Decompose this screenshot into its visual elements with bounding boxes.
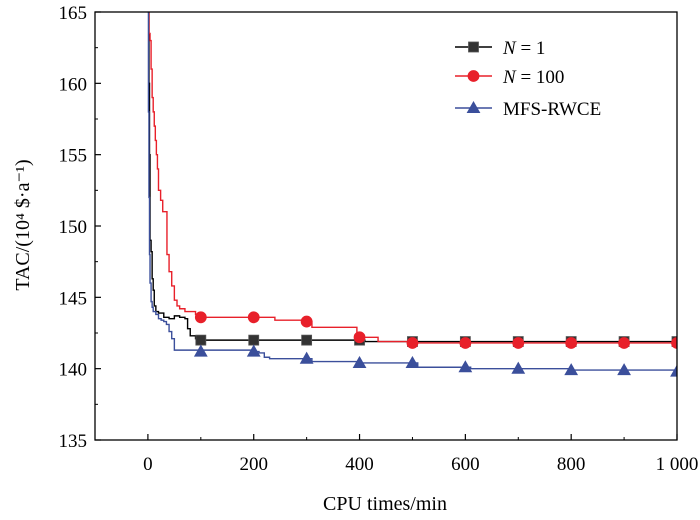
y-axis-label: TAC/(10⁴ $·a⁻¹): [12, 159, 34, 290]
series-mfs-rwce-marker: [617, 363, 631, 376]
series-n100-marker: [247, 311, 260, 324]
plot-area: [147, 12, 677, 377]
series-n100-marker: [459, 337, 472, 349]
axes: 0 200 400 600 800 1 000 135 140 145 150 155 160 165: [59, 3, 699, 475]
legend-label-text: = 1: [516, 38, 546, 59]
x-tick-label: 800: [557, 454, 586, 475]
y-tick-label: 145: [59, 288, 88, 309]
x-tick-label: 0: [143, 454, 153, 475]
series-mfs-rwce-marker: [670, 364, 677, 377]
series-n100-line: [147, 12, 677, 344]
series-mfs-rwce-marker: [511, 361, 526, 374]
series-n100-marker: [194, 311, 207, 324]
series-n100-marker: [300, 315, 313, 328]
series-n1-marker: [301, 334, 313, 346]
y-tick-label: 155: [59, 146, 88, 167]
series-mfs-rwce-marker: [193, 344, 208, 357]
x-tick-label: 600: [451, 454, 480, 475]
legend-label: N = 100: [502, 67, 564, 88]
series-n100-group: [147, 12, 677, 349]
series-n1-marker: [195, 334, 207, 346]
series-n100-marker: [565, 337, 578, 349]
y-tick-label: 160: [59, 74, 88, 95]
legend-label-text: = 100: [516, 67, 565, 88]
series-n100-marker: [512, 337, 525, 349]
series-mfs-rwce-group: [147, 12, 677, 377]
y-tick-label: 150: [59, 217, 88, 238]
x-tick-label: 400: [345, 454, 374, 475]
series-mfs-rwce-marker: [564, 363, 579, 376]
x-axis-label: CPU times/min: [323, 493, 447, 515]
legend-marker: [468, 41, 479, 53]
series-n1-group: [147, 12, 677, 347]
series-mfs-rwce-marker: [352, 355, 367, 369]
y-tick-label: 140: [59, 360, 88, 381]
series-n100-marker: [618, 337, 630, 349]
y-tick-label: 135: [59, 431, 88, 452]
series-n1-line: [147, 12, 677, 343]
series-n100-marker: [353, 331, 366, 344]
series-mfs-rwce-marker: [246, 344, 261, 357]
x-tick-label: 200: [239, 454, 268, 475]
series-mfs-rwce-line: [147, 12, 677, 372]
legend-label: N = 1: [502, 38, 545, 59]
series-mfs-rwce-marker: [458, 360, 473, 373]
legend-label: MFS-RWCE: [503, 99, 601, 120]
y-tick-label: 165: [59, 3, 88, 24]
series-n100-marker: [406, 337, 419, 349]
legend-label-italic-part: N: [502, 38, 517, 59]
legend-label-italic-part: N: [502, 67, 517, 88]
legend-marker: [466, 100, 481, 114]
legend-marker: [467, 70, 480, 82]
plot-frame: [94, 11, 678, 441]
series-mfs-rwce-marker: [405, 355, 420, 369]
series-mfs-rwce-marker: [299, 351, 314, 364]
x-tick-label: 1 000: [656, 454, 699, 475]
series-n100-marker: [671, 337, 677, 349]
legend-label-text: MFS-RWCE: [503, 99, 601, 120]
series-n1-marker: [248, 334, 260, 346]
